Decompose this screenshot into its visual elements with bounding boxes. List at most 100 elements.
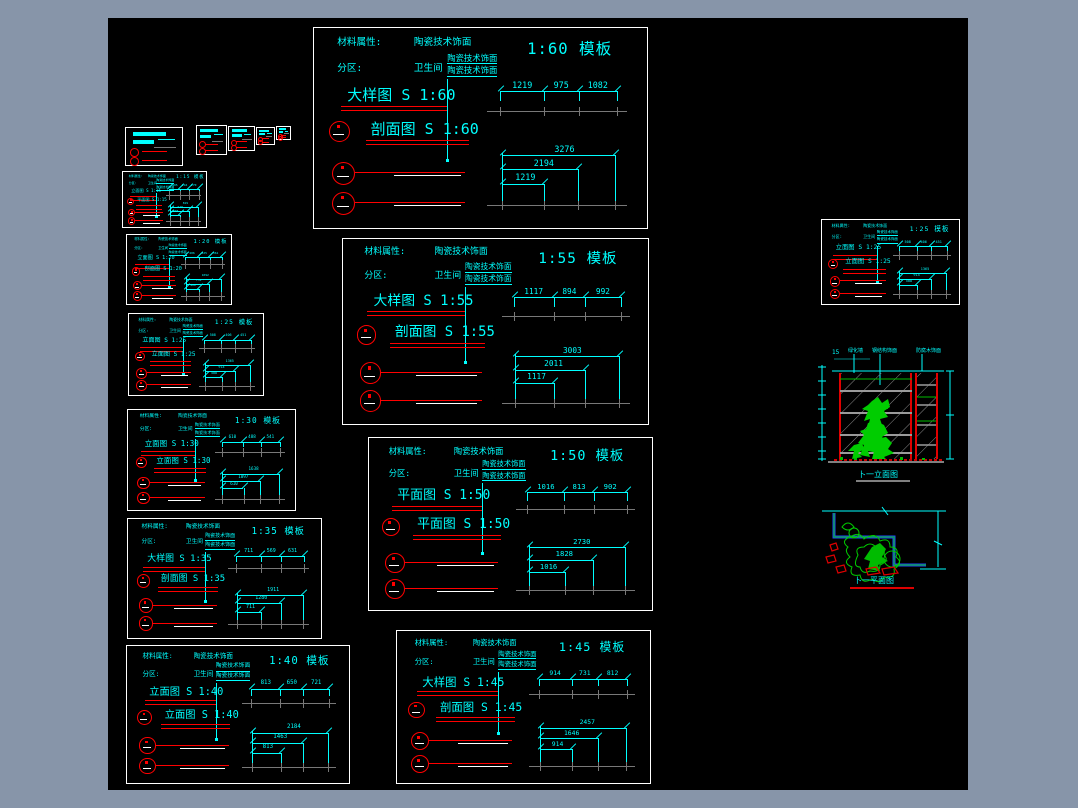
drawing-title-2: 剖面图 S 1:45 — [440, 700, 523, 715]
section-marker-title — [356, 325, 377, 345]
dim-value-bottom: 914 — [218, 364, 225, 369]
marker-glyph — [336, 124, 341, 129]
dim-right-vertical — [302, 594, 304, 625]
panel-1-60[interactable]: 材料属性: 陶瓷技术饰面 分区: 卫生间 陶瓷技术饰面 陶瓷技术饰面 1:60 模板 大样图 … — [313, 27, 648, 229]
dim-tick — [575, 163, 583, 171]
detail-marker-line-red — [135, 211, 163, 213]
grid-tick — [204, 381, 206, 391]
dim-value-bottom: 813 — [262, 743, 274, 750]
section-marker-title — [126, 197, 134, 205]
grid-tick — [625, 586, 627, 596]
dim-value-bottom: 1219 — [515, 172, 536, 183]
grid-tick — [553, 398, 555, 408]
dim-tick — [943, 267, 951, 275]
scale-header: 1:25 模板 — [909, 224, 950, 233]
drawing-canvas[interactable]: 15 绿化墙 钢结构饰面 防腐木饰面 — [108, 18, 968, 790]
title-underline-2 — [135, 204, 162, 210]
dim-value-top: 569 — [266, 548, 276, 555]
grid-tick — [585, 311, 587, 321]
dim-value-top: 305 — [172, 183, 178, 188]
dim-left-vertical — [502, 153, 504, 205]
leader-line — [156, 193, 158, 216]
marker-glyph — [134, 269, 137, 272]
marker-glyph — [363, 328, 368, 332]
dim-tick — [326, 683, 334, 690]
dim-drop — [243, 441, 245, 447]
dim-right-vertical — [615, 155, 617, 205]
mini-text-blob — [158, 139, 176, 141]
panel-1-15[interactable]: 材料属性: 陶瓷技术饰面 分区: 卫生间 陶瓷技术饰面 陶瓷技术饰面 1:15 模板 立面图 … — [122, 171, 207, 228]
material-label: 材料属性: — [138, 317, 157, 323]
marker-bar — [138, 386, 144, 388]
dim-drop — [279, 441, 281, 447]
leader-line — [876, 245, 878, 280]
panel-1-20[interactable]: 材料属性: 陶瓷技术饰面 分区: 卫生间 陶瓷技术饰面 陶瓷技术饰面 1:20 模板 立面图 … — [126, 234, 232, 305]
dim-tick — [277, 435, 285, 443]
dim-line-bottom — [899, 279, 931, 281]
dim-drop — [204, 339, 206, 344]
material-value: 陶瓷技术饰面 — [413, 37, 472, 48]
elevation-drawing[interactable]: 15 绿化墙 钢结构饰面 防腐木饰面 — [810, 345, 960, 497]
material-value: 陶瓷技术饰面 — [178, 414, 207, 419]
grid-tick — [222, 494, 224, 504]
title-underline-1 — [135, 263, 169, 269]
grid-tick — [544, 201, 546, 210]
leader-end — [214, 738, 218, 742]
title-underline-1 — [143, 566, 206, 572]
marker-bar — [388, 564, 399, 566]
panel-1-50[interactable]: 材料属性: 陶瓷技术饰面 分区: 卫生间 陶瓷技术饰面 陶瓷技术饰面 1:50 模板 平面图 … — [368, 437, 653, 611]
mini-panel-5[interactable] — [276, 126, 291, 142]
panel-1-35[interactable]: 材料属性: 陶瓷技术饰面 分区: 卫生间 陶瓷技术饰面 陶瓷技术饰面 1:35 模板 大样图 … — [127, 518, 322, 639]
material-value: 陶瓷技术饰面 — [158, 237, 178, 242]
elevation-top-label-3: 防腐木饰面 — [916, 347, 941, 354]
dim-drop — [209, 256, 211, 261]
detail-marker-1 — [137, 476, 150, 490]
detail-marker-line-red — [141, 295, 177, 297]
dim-line-bottom — [252, 742, 303, 744]
panel-1-25-left[interactable]: 材料属性: 陶瓷技术饰面 分区: 卫生间 陶瓷技术饰面 陶瓷技术饰面 1:25 模板 立面图 … — [128, 313, 264, 396]
leader-note-line1: 陶瓷技术饰面 — [156, 178, 175, 185]
dim-line-bottom — [237, 594, 303, 596]
grid-tick — [571, 690, 573, 700]
panel-1-25-right[interactable]: 材料属性: 陶瓷技术饰面 分区: 卫生间 陶瓷技术饰面 陶瓷技术饰面 1:25 模板 立面图 … — [821, 219, 960, 305]
plan-drawing[interactable]: 卜一平面图 — [814, 503, 950, 595]
marker-glyph — [833, 278, 836, 281]
dim-value-bottom: 305 — [172, 208, 179, 213]
detail-marker-line-red — [149, 497, 205, 498]
zone-label: 分区: — [414, 657, 434, 667]
dim-value-bottom: 508 — [210, 370, 218, 375]
drawing-title-1: 大样图 S 1:35 — [147, 553, 212, 564]
mini-panel-4[interactable] — [256, 127, 275, 146]
detail-marker-line-white — [168, 500, 202, 501]
panel-1-45[interactable]: 材料属性: 陶瓷技术饰面 分区: 卫生间 陶瓷技术饰面 陶瓷技术饰面 1:45 模板 大样图 … — [396, 630, 651, 784]
mini-panel-3[interactable] — [228, 126, 255, 152]
marker-glyph — [367, 394, 372, 398]
scale-header: 1:60 模板 — [527, 40, 613, 58]
mini-panel-1[interactable] — [125, 127, 183, 166]
dim-drop — [250, 339, 252, 344]
dim-value-top: 813 — [260, 680, 271, 687]
leader-line — [194, 439, 196, 480]
dim-drop — [198, 189, 200, 193]
detail-marker-line-red — [141, 284, 177, 286]
dim-tick — [248, 359, 255, 367]
dim-value-top: 914 — [549, 669, 561, 678]
detail-marker-line-white — [854, 283, 883, 285]
detail-marker-line-red — [135, 219, 163, 221]
leader-note-line2: 陶瓷技术饰面 — [156, 185, 175, 192]
zone-label: 分区: — [831, 234, 843, 240]
dim-line-bottom — [222, 480, 261, 482]
dim-drop — [553, 297, 555, 307]
dim-tick — [614, 85, 622, 92]
detail-marker-line-red — [428, 763, 513, 765]
dim-tick — [241, 482, 248, 489]
panel-1-30[interactable]: 材料属性: 陶瓷技术饰面 分区: 卫生间 陶瓷技术饰面 陶瓷技术饰面 1:30 模板 立面图 … — [127, 409, 296, 511]
marker-bar — [142, 747, 151, 749]
elevation-top-label-0: 15 — [832, 349, 840, 356]
panel-1-55[interactable]: 材料属性: 陶瓷技术饰面 分区: 卫生间 陶瓷技术饰面 陶瓷技术饰面 1:55 模板 大样图 … — [342, 238, 649, 425]
zone-value: 卫生间 — [472, 657, 495, 667]
mini-grid-line — [265, 136, 273, 138]
mini-panel-2[interactable] — [196, 125, 227, 155]
dim-right-vertical — [625, 727, 627, 766]
panel-1-40[interactable]: 材料属性: 陶瓷技术饰面 分区: 卫生间 陶瓷技术饰面 陶瓷技术饰面 1:40 模板 立面图 … — [126, 645, 350, 784]
